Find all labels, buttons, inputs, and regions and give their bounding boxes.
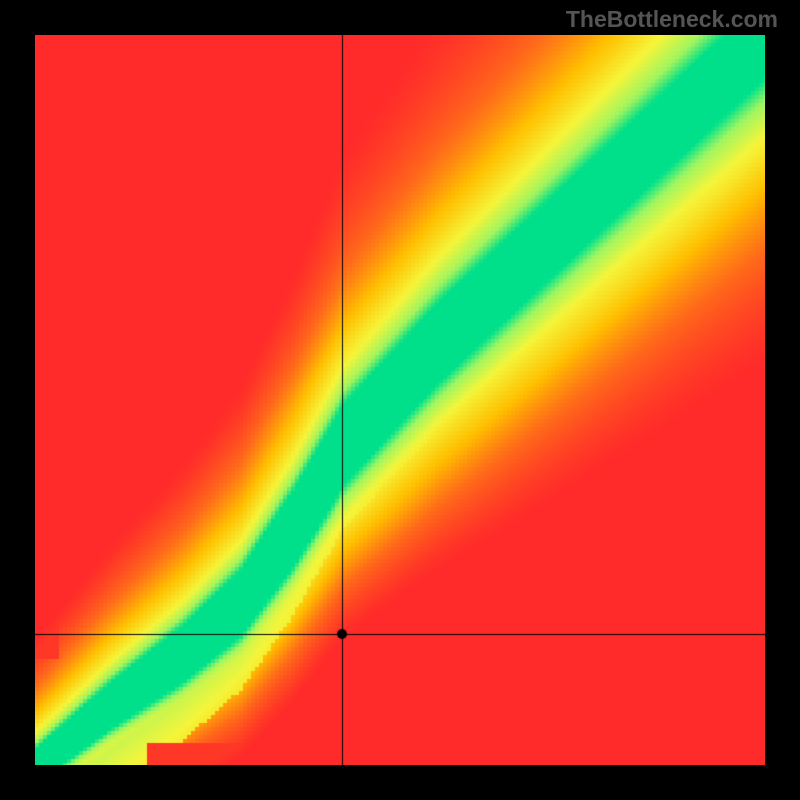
plot-area — [35, 35, 765, 765]
watermark-text: TheBottleneck.com — [566, 6, 778, 33]
chart-container: TheBottleneck.com — [0, 0, 800, 800]
heatmap-canvas — [35, 35, 765, 765]
